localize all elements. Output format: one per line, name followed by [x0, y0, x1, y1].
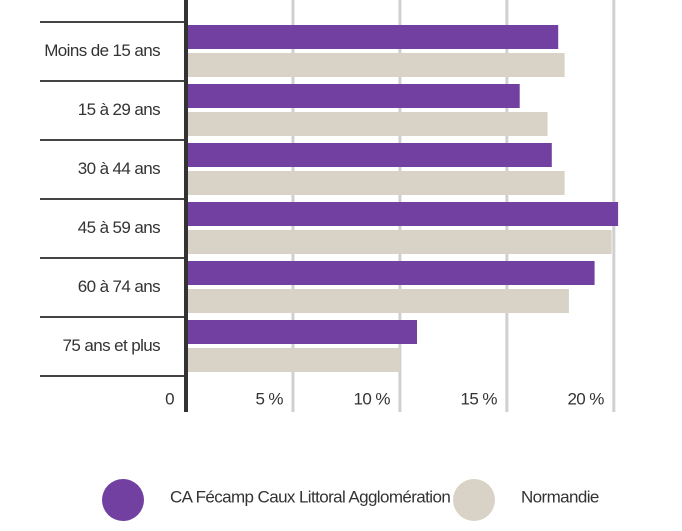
y-tick-label: 60 à 74 ans	[78, 277, 160, 296]
bar	[186, 171, 565, 195]
legend-swatch	[453, 479, 495, 521]
bar	[186, 348, 400, 372]
legend-label: CA Fécamp Caux Littoral Agglomération	[170, 487, 450, 506]
legend-swatch	[102, 479, 144, 521]
y-tick-label: 45 à 59 ans	[78, 218, 160, 237]
x-tick-label: 10 %	[354, 389, 391, 408]
x-tick-label: 5 %	[255, 389, 283, 408]
bar	[186, 261, 595, 285]
bar	[186, 112, 548, 136]
bar	[186, 53, 565, 77]
legend-label: Normandie	[521, 487, 599, 506]
y-tick-label: 75 ans et plus	[63, 336, 161, 355]
bar	[186, 289, 569, 313]
y-tick-label: 15 à 29 ans	[78, 100, 160, 119]
y-tick-label: 30 à 44 ans	[78, 159, 160, 178]
bar	[186, 84, 520, 108]
bar	[186, 230, 612, 254]
x-tick-label: 20 %	[567, 389, 604, 408]
x-tick-label: 15 %	[461, 389, 498, 408]
bar	[186, 143, 552, 167]
x-tick-label: 0	[165, 389, 174, 408]
y-tick-label: Moins de 15 ans	[44, 41, 160, 60]
bar	[186, 202, 619, 226]
bar	[186, 320, 418, 344]
bar	[186, 25, 559, 49]
